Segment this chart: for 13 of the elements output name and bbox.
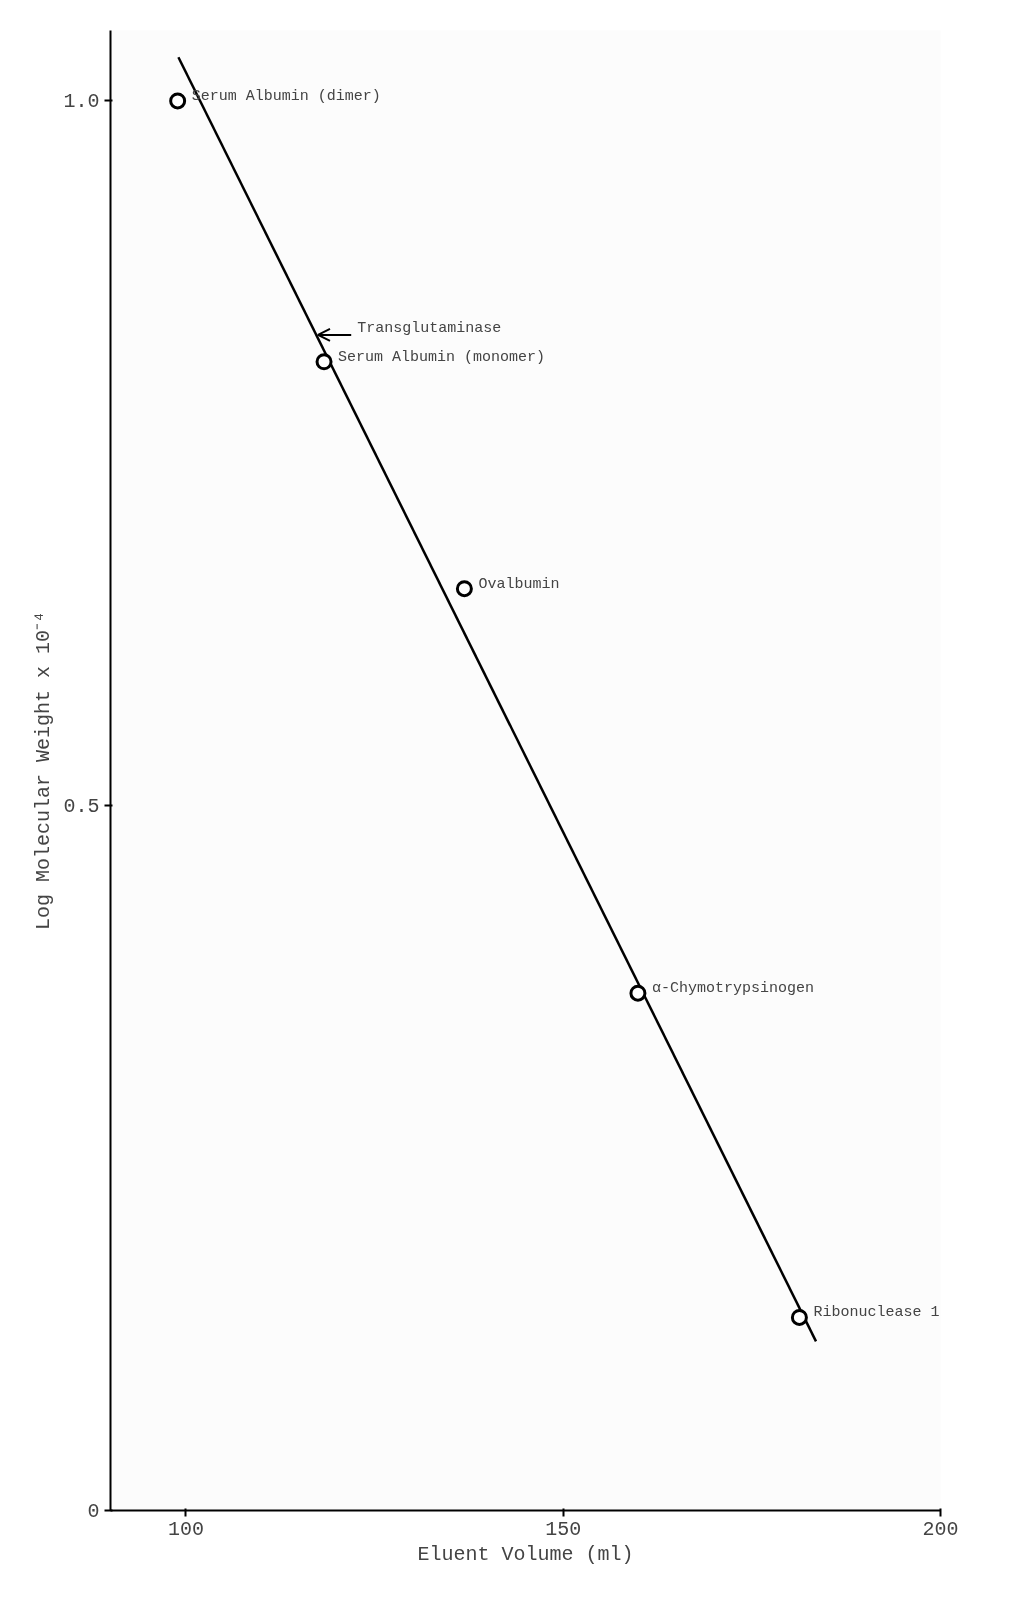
annotation: α-Chymotrypsinogen [651,980,814,998]
annotation: Serum Albumin (monomer) [338,348,546,366]
y-tick-label: 0 [87,1500,100,1523]
x-tick-label: 100 [167,1517,204,1541]
x-axis-title: Eluent Volume (ml) [417,1542,634,1566]
annotation: Transglutaminase [357,319,502,337]
x-tick-label: 200 [922,1517,959,1541]
y-tick-label: 1.0 [63,90,100,114]
y-axis-title: Log Molecular Weight x 10⁻⁴ [32,610,56,931]
x-tick-label: 150 [545,1517,582,1541]
y-tick-label: 0.5 [63,795,100,819]
annotation: Ribonuclease 1 [813,1304,940,1322]
annotation: Ovalbumin [478,575,560,593]
